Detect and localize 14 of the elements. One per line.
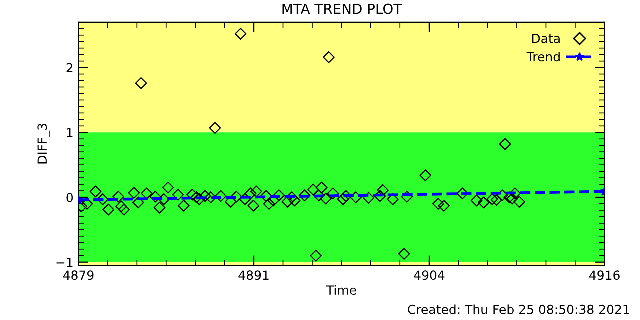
x-tick-label: 4879 — [63, 270, 94, 280]
x-tick-label: 4904 — [414, 270, 445, 280]
y-tick-label: 2 — [66, 63, 73, 73]
text: Created: Thu Feb 25 08:50:38 2021 — [408, 304, 630, 314]
y-tick-label: 0 — [66, 192, 74, 202]
legend-label: Trend — [526, 52, 560, 62]
chart-title: MTA TREND PLOT — [282, 4, 402, 14]
x-axis-title: Time — [326, 285, 356, 296]
legend-label: Data — [532, 34, 560, 44]
y-axis-title: DIFF_3 — [38, 124, 50, 164]
y-tick-label: 1 — [67, 128, 73, 138]
x-tick-label: 4891 — [238, 270, 269, 280]
x-tick-label: 4916 — [590, 270, 620, 280]
y-tick-label: −1 — [56, 258, 73, 268]
